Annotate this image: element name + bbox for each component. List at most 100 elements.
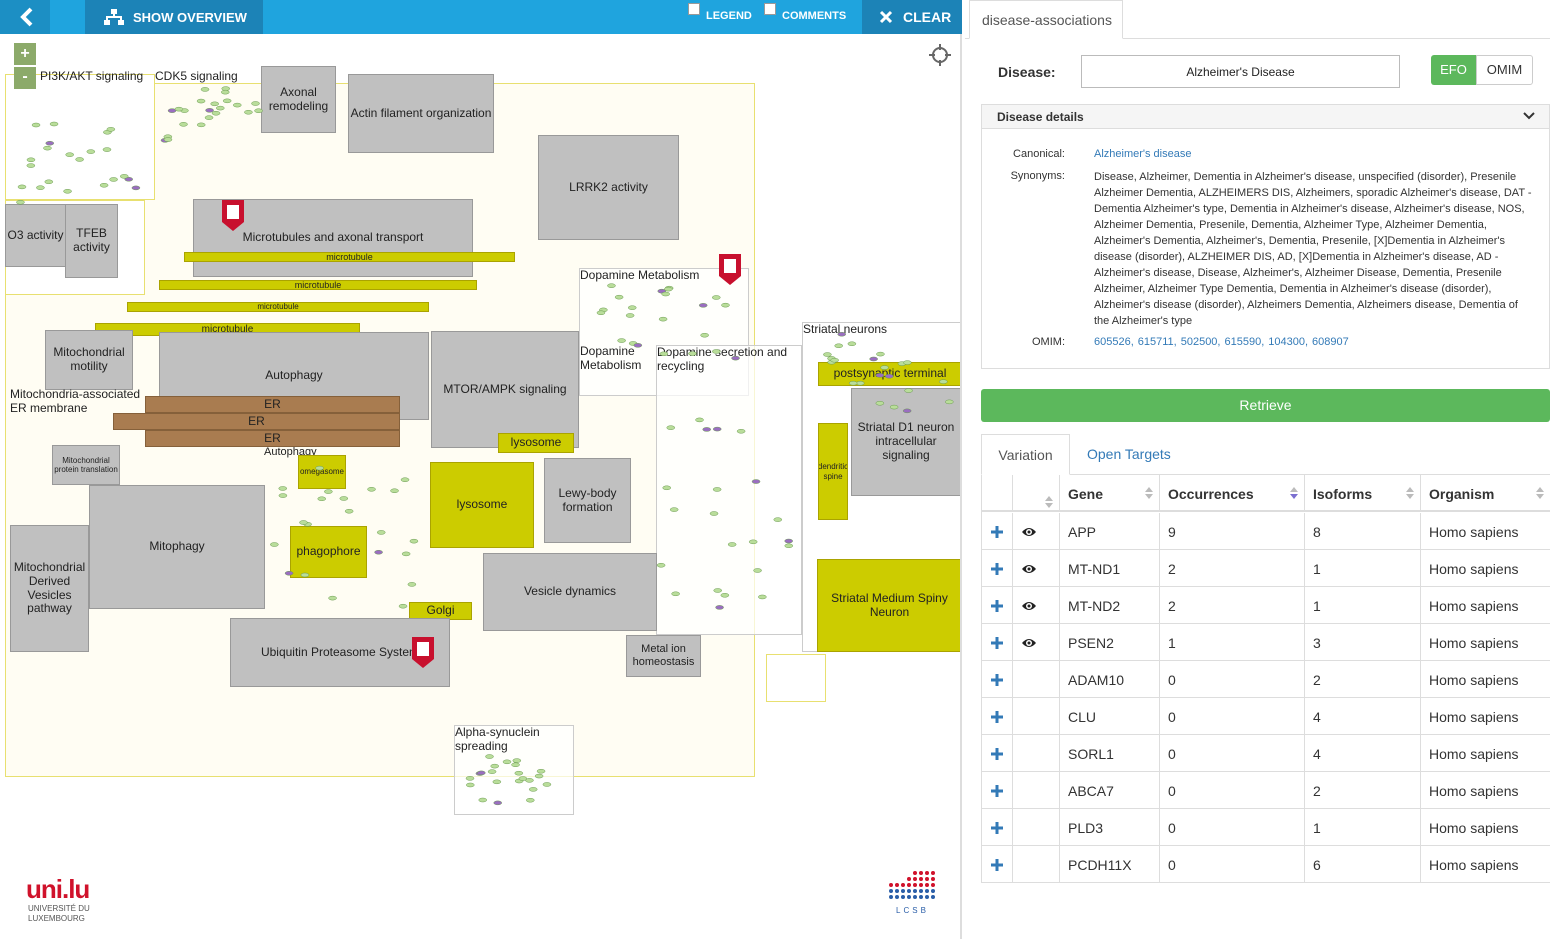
- pathway-box[interactable]: microtubule: [159, 280, 477, 290]
- efo-button[interactable]: EFO: [1431, 55, 1476, 85]
- sort-icon[interactable]: [1045, 495, 1053, 509]
- expand-button[interactable]: [982, 513, 1013, 550]
- header-cell: Occurrences: [1160, 475, 1305, 512]
- pathway-box[interactable]: Dopamine Metabolism: [580, 345, 642, 372]
- map-glyph: [493, 800, 502, 806]
- map-glyph: [174, 106, 184, 112]
- expand-button[interactable]: [982, 624, 1013, 661]
- sort-icon[interactable]: [1406, 486, 1414, 500]
- pathway-box[interactable]: PI3K/AKT signaling: [40, 70, 144, 83]
- pathway-box[interactable]: Striatal D1 neuron intracellular signali…: [851, 388, 960, 496]
- omim-button[interactable]: OMIM: [1476, 55, 1533, 85]
- center-icon[interactable]: [928, 43, 952, 67]
- map[interactable]: + - PI3K/AKT signaling CDK5 signaling Axon…: [0, 34, 962, 939]
- table-cell: Homo sapiens: [1421, 550, 1550, 587]
- expand-button[interactable]: [982, 661, 1013, 698]
- tab[interactable]: disease-associations: [969, 0, 1123, 39]
- pathway-box[interactable]: ER: [113, 413, 400, 430]
- omim-link[interactable]: 104300,: [1268, 336, 1309, 348]
- pathway-box[interactable]: Golgi: [409, 602, 472, 620]
- details-header[interactable]: Disease details: [982, 105, 1549, 129]
- pathway-box[interactable]: Striatal Medium Spiny Neuron: [817, 559, 960, 652]
- pathway-box[interactable]: lysosome: [498, 433, 574, 453]
- pathway-box[interactable]: Axonal remodeling: [261, 66, 336, 133]
- lcsb-dot: [931, 895, 935, 899]
- omim-link[interactable]: 502500,: [1180, 336, 1221, 348]
- omim-link[interactable]: 615590,: [1224, 336, 1265, 348]
- map-glyph: [63, 189, 72, 194]
- pathway-box[interactable]: TFEB activity: [65, 204, 118, 278]
- sort-icon[interactable]: [1290, 486, 1298, 500]
- pathway-box[interactable]: Actin filament organization: [348, 74, 494, 153]
- omim-link[interactable]: 615711,: [1137, 336, 1177, 348]
- map-glyph: [179, 122, 188, 127]
- pathway-box[interactable]: Vesicle dynamics: [483, 553, 657, 631]
- eye-cell[interactable]: [1013, 624, 1060, 661]
- pathway-box[interactable]: LRRK2 activity: [538, 135, 679, 240]
- comments-checkbox[interactable]: [764, 3, 776, 15]
- pathway-box[interactable]: Mitophagy: [89, 485, 265, 609]
- back-button[interactable]: [0, 0, 50, 34]
- disease-input[interactable]: Alzheimer's Disease: [1081, 55, 1400, 88]
- pathway-box[interactable]: MTOR/AMPK signaling: [431, 331, 579, 448]
- pathway-box[interactable]: O3 activity: [5, 204, 66, 267]
- eye-cell[interactable]: [1013, 513, 1060, 550]
- expand-button[interactable]: [982, 698, 1013, 735]
- variation-tab[interactable]: Variation: [981, 434, 1070, 475]
- sort-icon[interactable]: [1145, 486, 1153, 500]
- pathway-box[interactable]: Mitochondrial motility: [45, 330, 133, 390]
- expand-button[interactable]: [982, 846, 1013, 883]
- pathway-box[interactable]: Dopamine secretion and recycling: [656, 345, 802, 635]
- map-glyph: [633, 343, 643, 348]
- pathway-box[interactable]: ER: [145, 430, 400, 447]
- pathway-box[interactable]: Mitochondrial protein translation: [52, 445, 120, 485]
- pathway-box[interactable]: lysosome: [430, 462, 534, 548]
- map-glyph: [536, 768, 546, 774]
- table-cell: 9: [1160, 513, 1305, 550]
- expand-button[interactable]: [982, 550, 1013, 587]
- expand-button[interactable]: [982, 735, 1013, 772]
- map-glyph: [376, 530, 386, 535]
- pathway-box[interactable]: Metal ion homeostasis: [626, 635, 701, 677]
- sort-icon[interactable]: [1536, 486, 1544, 500]
- pathway-box[interactable]: dendritic spine: [818, 423, 848, 520]
- map-glyph: [712, 349, 721, 354]
- pathway-box[interactable]: postsynaptic terminal: [818, 362, 960, 386]
- pathway-box[interactable]: Lewy-body formation: [544, 458, 631, 543]
- canonical-link[interactable]: Alzheimer's disease: [1094, 148, 1192, 160]
- pathway-box[interactable]: omegasome: [298, 455, 346, 489]
- expand-button[interactable]: [982, 587, 1013, 624]
- table-cell: Homo sapiens: [1421, 698, 1550, 735]
- retrieve-button[interactable]: Retrieve: [981, 389, 1550, 422]
- pathway-box[interactable]: microtubule: [184, 252, 515, 262]
- eye-cell[interactable]: [1013, 550, 1060, 587]
- pathway-box[interactable]: Mitochondrial Derived Vesicles pathway: [10, 525, 89, 652]
- omim-link[interactable]: 605526,: [1094, 336, 1134, 348]
- table-cell: 0: [1160, 772, 1305, 809]
- pathway-box[interactable]: CDK5 signaling: [155, 70, 238, 83]
- zoom-out[interactable]: -: [14, 67, 36, 89]
- lcsb-logo: LCSB: [896, 906, 929, 915]
- lcsb-dot: [925, 871, 929, 875]
- table-cell: Homo sapiens: [1421, 624, 1550, 661]
- pathway-box[interactable]: ER: [145, 396, 400, 413]
- table-cell: ABCA7: [1060, 772, 1160, 809]
- pathway-box[interactable]: phagophore: [290, 526, 367, 578]
- open-targets-tab[interactable]: Open Targets: [1087, 446, 1171, 462]
- map-glyph: [512, 758, 522, 763]
- map-glyph: [856, 380, 865, 386]
- expand-button[interactable]: [982, 809, 1013, 846]
- map-glyph: [401, 551, 411, 557]
- zoom-in[interactable]: +: [14, 43, 36, 65]
- map-glyph: [528, 787, 538, 792]
- show-overview-button[interactable]: SHOW OVERVIEW: [85, 0, 263, 34]
- omim-link[interactable]: 608907: [1312, 336, 1349, 348]
- eye-cell[interactable]: [1013, 587, 1060, 624]
- clear-button[interactable]: CLEAR: [862, 0, 962, 34]
- legend-checkbox[interactable]: [688, 3, 700, 15]
- expand-button[interactable]: [982, 772, 1013, 809]
- pathway-box[interactable]: microtubule: [127, 302, 429, 312]
- table-cell: 3: [1305, 624, 1421, 661]
- pathway-box[interactable]: Mitochondria-associated ER membrane: [10, 388, 141, 415]
- pathway-box[interactable]: Alpha-synuclein spreading: [454, 725, 574, 815]
